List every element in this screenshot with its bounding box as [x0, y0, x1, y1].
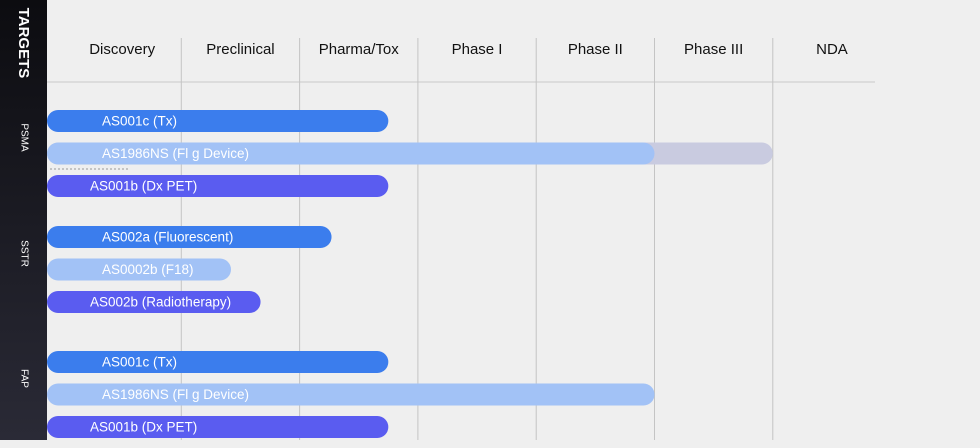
phase-label: Phase II — [568, 41, 623, 58]
program-label: AS001c (Tx) — [102, 114, 177, 129]
program-label: AS001b (Dx PET) — [90, 420, 197, 435]
program-label: AS0002b (F18) — [102, 262, 194, 277]
program-label: AS001c (Tx) — [102, 355, 177, 370]
program-bar — [47, 351, 389, 373]
sidebar — [0, 0, 47, 440]
program-bar — [47, 110, 389, 132]
phase-label: Phase I — [452, 41, 503, 58]
phase-label: Phase III — [684, 41, 743, 58]
program-bar — [47, 291, 261, 313]
target-label: FAP — [18, 369, 29, 388]
phase-label: Pharma/Tox — [319, 41, 400, 58]
program-label: AS1986NS (Fl g Device) — [102, 387, 249, 402]
phase-label: Discovery — [89, 41, 155, 58]
program-label: AS1986NS (Fl g Device) — [102, 146, 249, 161]
program-bar — [47, 175, 389, 197]
program-bar — [47, 142, 655, 165]
program-bar — [47, 226, 332, 248]
phase-label: Preclinical — [206, 41, 274, 58]
phase-label: NDA — [816, 41, 848, 58]
sidebar-title: TARGETS — [15, 8, 32, 79]
program-bar — [47, 383, 655, 406]
program-label: AS001b (Dx PET) — [90, 179, 197, 194]
program-bar — [47, 258, 231, 281]
target-label: PSMA — [18, 123, 29, 152]
program-bar — [47, 416, 389, 438]
target-label: SSTR — [18, 240, 29, 267]
program-label: AS002a (Fluorescent) — [102, 230, 233, 245]
program-label: AS002b (Radiotherapy) — [90, 295, 231, 310]
